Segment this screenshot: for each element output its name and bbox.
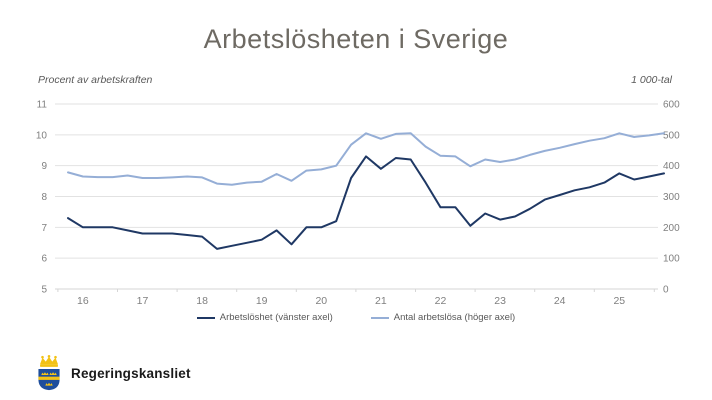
chart-legend: Arbetslöshet (vänster axel) Antal arbets… [0,312,712,323]
right-axis-caption: 1 000-tal [631,74,672,86]
x-axis-year-label: 21 [375,295,387,307]
left-axis-tick-label: 5 [41,285,47,296]
right-axis-tick-label: 600 [663,100,680,111]
x-axis-year-label: 25 [613,295,625,307]
right-axis-tick-label: 500 [663,130,680,141]
page-title: Arbetslösheten i Sverige [203,24,509,54]
swedish-coat-of-arms-icon [38,355,60,391]
left-axis-caption: Procent av arbetskraften [38,74,153,86]
regeringskansliet-logo: Regeringskansliet [36,355,191,391]
left-axis-tick-label: 10 [36,130,48,141]
x-axis-year-label: 18 [196,295,208,307]
x-axis-year-label: 19 [256,295,268,307]
left-axis-tick-label: 6 [41,254,47,265]
x-axis-year-label: 20 [315,295,327,307]
left-axis-tick-label: 7 [41,223,47,234]
legend-item-unemployed-count: Antal arbetslösa (höger axel) [370,312,516,323]
right-axis-tick-label: 0 [663,285,669,296]
legend-line-swatch-dark [196,316,215,319]
x-axis-year-label: 22 [435,295,447,307]
right-axis-tick-label: 200 [663,223,680,234]
logo-text: Regeringskansliet [71,365,191,381]
x-axis-year-label: 23 [494,295,506,307]
x-axis-year-label: 17 [137,295,149,307]
legend-label: Arbetslöshet (vänster axel) [219,312,333,323]
right-axis-tick-label: 300 [663,192,680,203]
series-line-unemployed-count [67,132,665,186]
left-axis-tick-label: 9 [41,161,47,172]
x-axis-year-label: 24 [554,295,566,307]
right-axis-tick-label: 100 [663,254,680,265]
left-axis-tick-label: 11 [37,100,48,111]
legend-line-swatch-light [370,316,389,319]
left-axis-tick-label: 8 [41,192,47,203]
x-axis-year-label: 16 [77,295,89,307]
legend-label: Antal arbetslösa (höger axel) [393,312,516,323]
legend-item-unemployment-rate: Arbetslöshet (vänster axel) [196,312,333,323]
right-axis-tick-label: 400 [663,161,680,172]
series-line-unemployment-rate [67,155,665,250]
